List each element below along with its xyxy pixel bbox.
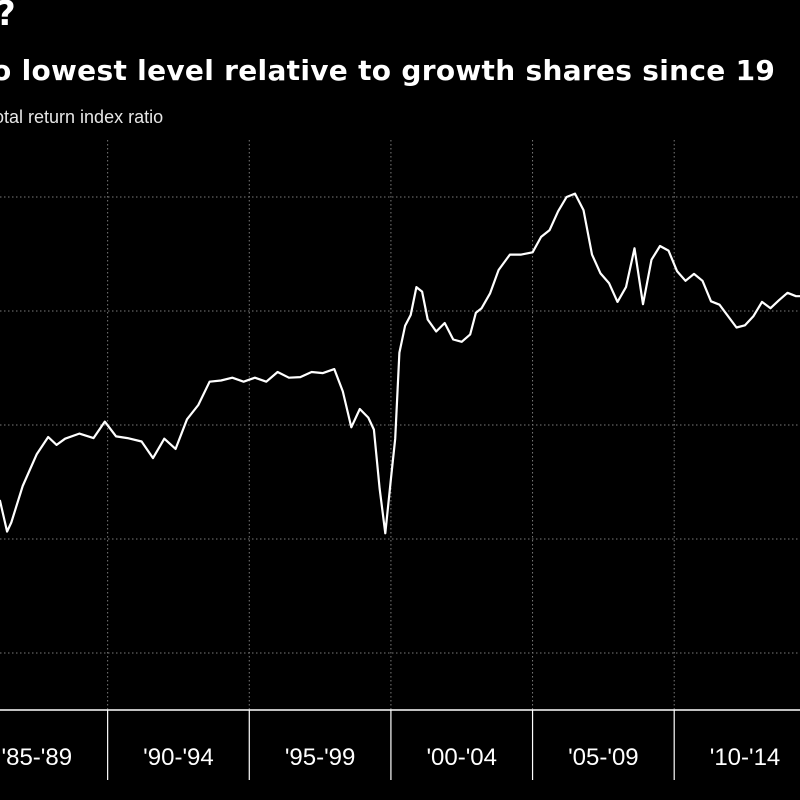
- gridlines: [0, 140, 800, 710]
- x-tick-label: '05-'09: [568, 744, 639, 771]
- x-tick-label: '00-'04: [426, 744, 497, 771]
- x-tick-label: '85-'89: [2, 744, 73, 771]
- x-tick-label: '95-'99: [285, 744, 356, 771]
- x-axis-ticks: '85-'89 '90-'94 '95-'99 '00-'04 '05-'09 '10-'…: [2, 710, 781, 780]
- x-tick-label: '10-'14: [710, 744, 781, 771]
- chart-subtitle: o lowest level relative to growth shares…: [0, 54, 776, 87]
- y-unit-label: otal return index ratio: [0, 107, 164, 127]
- series-line: [0, 192, 800, 535]
- x-tick-label: '90-'94: [143, 744, 214, 771]
- headline: ?: [0, 0, 16, 34]
